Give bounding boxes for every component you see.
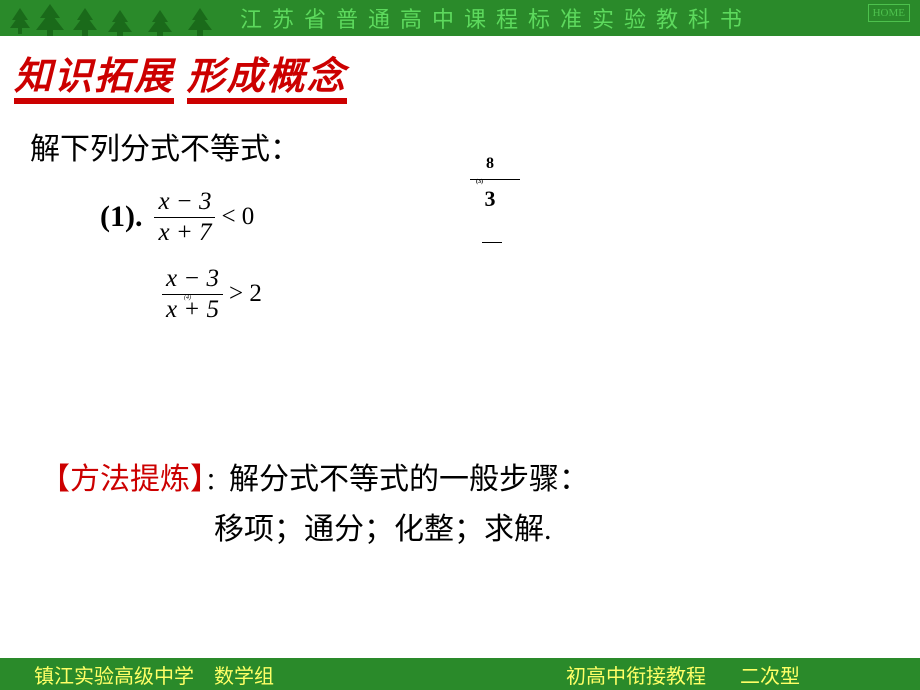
garble-mid: 3 (460, 186, 520, 212)
method-line1: 【方法提炼】：解分式不等式的一般步骤： (40, 454, 890, 498)
eq2-denominator: x + 5 (162, 296, 223, 324)
eq1-label: (1). (100, 200, 142, 234)
method-block: 【方法提炼】：解分式不等式的一般步骤： 移项；通分；化整；求解. (30, 454, 890, 548)
banner-title: 江苏省普通高中课程标准实验教科书 (240, 2, 752, 34)
eq2-subnote: (4) (184, 295, 191, 301)
method-text1: 解分式不等式的一般步骤： (229, 463, 589, 496)
title-part1: 知识拓展 (14, 58, 174, 104)
eq2-rhs: > 2 (229, 280, 262, 308)
garble-tiny: (3) (476, 179, 483, 185)
equation-2: x − 3 x + 5 (4) > 2 (162, 265, 890, 324)
eq1-fraction: x − 3 x + 7 (154, 188, 215, 247)
footer-left: 镇江实验高级中学 数学组 (34, 660, 274, 689)
eq1-numerator: x − 3 (154, 188, 215, 216)
method-text2: 移项；通分；化整；求解. (214, 504, 890, 548)
method-colon: ： (205, 469, 229, 495)
method-label: 【方法提炼】 (40, 463, 205, 496)
eq1-rhs: < 0 (221, 203, 254, 231)
garbled-overlay: 8 (3) 3 (460, 155, 520, 243)
top-banner: 江苏省普通高中课程标准实验教科书 HOME (0, 0, 920, 36)
bottom-banner: 镇江实验高级中学 数学组 初高中衔接教程 二次型 (0, 658, 920, 690)
eq2-fraction: x − 3 x + 5 (4) (162, 265, 223, 324)
eq1-denominator: x + 7 (154, 219, 215, 247)
footer-right2: 二次型 (740, 666, 800, 688)
eq2-numerator: x − 3 (162, 265, 223, 293)
banner-logo: HOME (868, 4, 910, 22)
section-title: 知识拓展 形成概念 (14, 56, 920, 104)
garble-top: 8 (460, 155, 520, 173)
title-part2: 形成概念 (187, 58, 347, 104)
tree-decoration (0, 0, 230, 36)
footer-right: 初高中衔接教程 二次型 (566, 660, 800, 689)
footer-right1: 初高中衔接教程 (566, 666, 706, 688)
